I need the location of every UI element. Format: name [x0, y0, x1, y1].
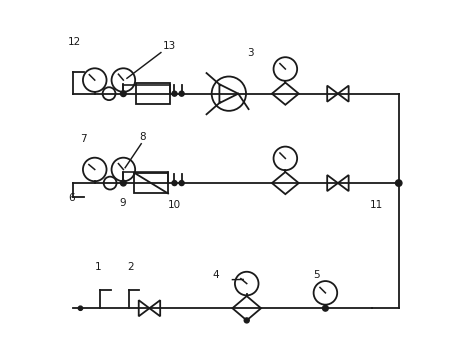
Text: 7: 7 — [80, 134, 87, 144]
Text: 5: 5 — [313, 270, 320, 280]
Text: 10: 10 — [168, 200, 181, 210]
Text: 8: 8 — [139, 132, 146, 142]
Bar — [136, 83, 170, 104]
Circle shape — [78, 306, 83, 311]
Circle shape — [172, 91, 177, 96]
Text: 4: 4 — [213, 270, 219, 280]
Circle shape — [120, 180, 126, 186]
Circle shape — [120, 91, 126, 97]
Text: 2: 2 — [127, 262, 134, 272]
Text: 3: 3 — [247, 48, 253, 58]
Circle shape — [179, 91, 184, 96]
Text: 13: 13 — [163, 41, 176, 51]
Text: 1: 1 — [95, 262, 101, 272]
Text: 12: 12 — [68, 37, 81, 47]
Text: 11: 11 — [370, 200, 383, 210]
Circle shape — [244, 318, 249, 323]
Circle shape — [396, 180, 402, 186]
Circle shape — [172, 181, 177, 186]
Text: 6: 6 — [68, 193, 75, 203]
Circle shape — [322, 306, 328, 311]
Circle shape — [179, 181, 184, 186]
Bar — [134, 173, 168, 194]
Text: 9: 9 — [120, 198, 126, 208]
